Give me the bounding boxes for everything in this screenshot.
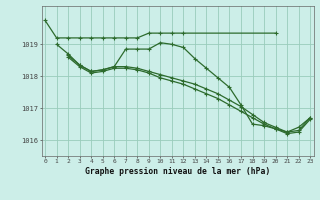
X-axis label: Graphe pression niveau de la mer (hPa): Graphe pression niveau de la mer (hPa) bbox=[85, 167, 270, 176]
